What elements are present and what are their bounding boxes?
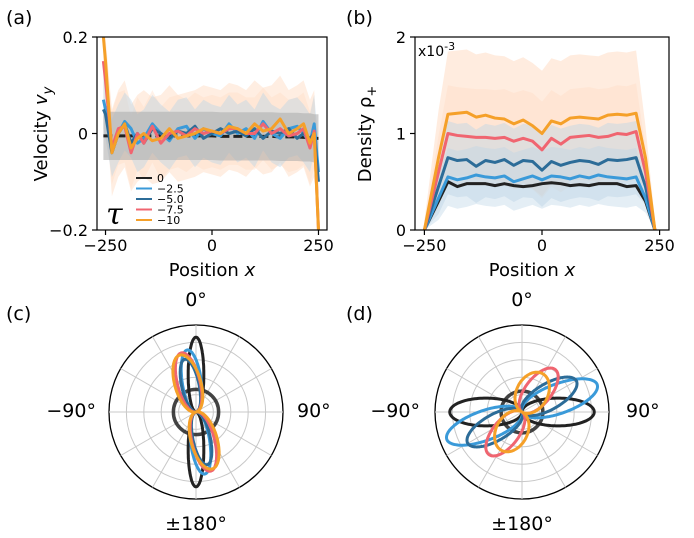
panel-d: (d) 0° 90° ±180° −90° [346,289,660,535]
b-band-2 [424,120,655,230]
a-ytick-label-0: −0.2 [49,221,88,240]
panel-a-letter: (a) [6,7,32,29]
panel-b-letter: (b) [346,7,373,29]
b-ytick-label-2: 2 [396,28,406,47]
legend-label-4: −10 [157,214,180,227]
panel-a-xlabel: Position x [169,260,256,281]
a-xtick-label-0: −250 [84,236,128,255]
b-band-3 [424,146,655,230]
panel-a-ylabel: Velocity vy [31,86,56,181]
a-ytick-label-2: 0.2 [63,28,88,47]
b-ytick-label-0: 0 [396,221,406,240]
a-xtick-label-2: 250 [303,236,334,255]
b-series-4 [422,110,657,231]
panel-c: (c) 0° 90° ±180° −90° [6,289,331,535]
b-series-0 [423,180,657,231]
b-series-3 [422,130,657,231]
b-series-2 [422,156,657,231]
d-spoke-2 [521,368,598,413]
panel-b-lines [422,110,657,231]
panel-a-legend: τ 0−2.5−5.0−7.5−10 [106,172,184,232]
b-series-1 [423,173,657,231]
panel-c-angle-0: 0° [185,289,207,311]
panel-d-letter: (d) [346,303,373,325]
panel-c-angle-90: 90° [297,400,331,422]
b-xtick-label-1: 0 [537,236,547,255]
a-xtick-label-1: 0 [207,236,217,255]
a-series-4 [101,36,320,231]
panel-d-angle-90: 90° [626,400,660,422]
panel-d-angle-180: ±180° [491,513,553,535]
panel-d-lines [445,366,599,458]
b-ytick-label-1: 1 [396,125,406,144]
b-xtick-label-0: −250 [402,236,446,255]
d-series-4 [493,370,551,454]
c-series-4 [171,353,221,471]
legend-label-1: −2.5 [157,183,184,196]
legend-title-tau: τ [106,197,123,232]
panel-d-grid [434,324,610,500]
b-band-0 [424,49,655,230]
panel-a-lines [101,36,320,231]
c-spoke-8 [120,411,197,456]
d-spoke-8 [446,411,523,456]
c-spoke-2 [195,368,272,413]
panel-c-angle-neg90: −90° [46,400,96,422]
legend-label-0: 0 [157,172,164,185]
panel-a-ticks: −250 0 250 −0.2 0 0.2 [49,28,334,255]
panel-c-letter: (c) [6,303,31,325]
c-series-0-ring [171,387,221,437]
panel-d-angle-0: 0° [511,289,533,311]
legend-label-2: −5.0 [157,193,184,206]
panel-c-lines [171,335,221,489]
legend-label-3: −7.5 [157,204,184,217]
panel-b-scale-note: x10-3 [418,40,455,60]
panel-a: (a) −250 0 250 −0.2 0 0.2 Position x Velocity… [6,7,334,281]
a-ytick-label-1: 0 [78,125,88,144]
panel-b-ylabel: Density ρ+ [355,86,380,183]
d-series-2 [465,375,579,449]
panel-c-angle-180: ±180° [165,513,227,535]
panel-d-angle-neg90: −90° [370,400,420,422]
panel-b-bands [424,49,655,230]
b-xtick-label-2: 250 [644,236,675,255]
d-series-1 [445,377,599,447]
panel-b-xlabel: Position x [489,260,576,281]
